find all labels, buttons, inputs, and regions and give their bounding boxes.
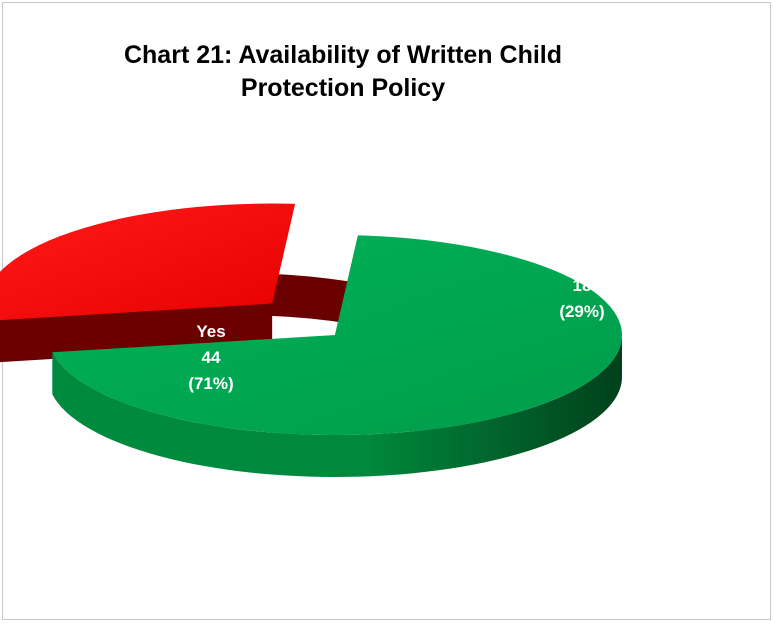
data-label-yes-line-1: Yes xyxy=(196,322,225,341)
data-label-yes-line-2: 44 xyxy=(202,348,221,367)
data-label-no-line-2: 18 xyxy=(573,276,592,295)
slice-yes-side xyxy=(52,335,622,477)
pie-labels: Yes 44 (71%) No 18 (29%) xyxy=(188,250,604,393)
chart-title-line-1: Chart 21: Availability of Written Child xyxy=(123,41,562,69)
pie-slices xyxy=(0,203,622,477)
slice-no xyxy=(0,203,296,321)
data-label-no-line-3: (29%) xyxy=(559,302,604,321)
chart-title-line-2: Protection Policy xyxy=(240,74,446,102)
data-label-no-line-1: No xyxy=(571,250,594,269)
slice-yes xyxy=(52,235,622,435)
chart-title: Chart 21: Availability of Written Child … xyxy=(63,39,623,105)
data-label-yes-line-3: (71%) xyxy=(188,374,233,393)
